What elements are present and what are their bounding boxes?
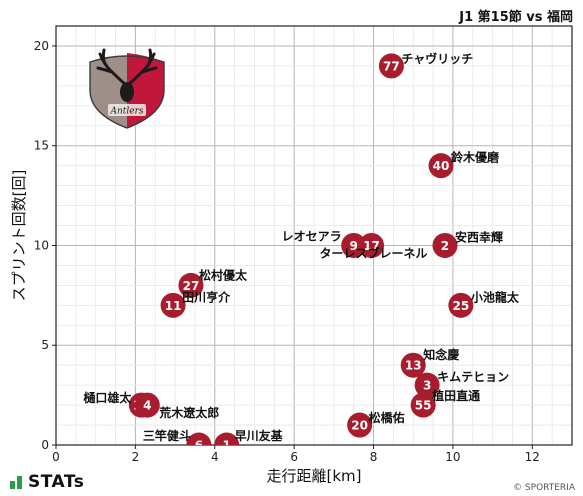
point-name-label: 田川亨介 (182, 289, 231, 304)
x-tick-label: 2 (132, 450, 140, 464)
point-marker (400, 352, 426, 378)
player-point: 20 (347, 412, 373, 438)
point-name-label: 樋口雄太 (83, 390, 132, 405)
point-number: 2 (441, 239, 449, 253)
point-name-label: チャヴリッチ (401, 51, 473, 66)
point-number: 25 (453, 299, 470, 313)
player-point: 40 (428, 153, 454, 179)
point-name-label: キムテヒョン (437, 370, 509, 384)
point-name-label: 小池龍太 (471, 289, 520, 304)
y-tick-label: 0 (41, 438, 49, 452)
point-number: 27 (183, 279, 200, 293)
stats-logo-icon (10, 475, 22, 489)
point-marker (428, 153, 454, 179)
point-number: 1 (222, 439, 230, 453)
point-number: 40 (433, 159, 450, 173)
point-number: 11 (165, 299, 182, 313)
point-marker (410, 392, 436, 418)
point-name-label: 松村優太 (199, 267, 248, 282)
kashima-antlers-crest-icon: Antlers (89, 48, 165, 129)
player-point: 2 (432, 232, 458, 258)
point-marker (134, 392, 160, 418)
player-point: 9 (341, 232, 367, 258)
point-marker (378, 53, 404, 79)
point-name-label: 早川友基 (235, 428, 284, 443)
player-point: 3 (414, 372, 440, 398)
y-tick-label: 10 (34, 238, 49, 252)
point-marker (186, 432, 212, 445)
point-name-label: レオセアラ (282, 229, 342, 243)
point-name-label: 荒木遼太郎 (158, 405, 219, 420)
point-name-label: 三竿健斗 (143, 428, 191, 443)
player-point: 11 (160, 292, 186, 318)
point-number: 55 (415, 399, 432, 413)
point-number: 13 (405, 359, 422, 373)
point-number: 6 (195, 439, 203, 453)
player-point: 6 (186, 432, 212, 453)
player-point: 25 (448, 292, 474, 318)
point-name-label: 知念慶 (422, 347, 459, 362)
club-logo: Antlers (89, 48, 165, 129)
point-marker (160, 292, 186, 318)
point-marker (347, 412, 373, 438)
point-marker (448, 292, 474, 318)
brand-text: STATs (28, 472, 85, 492)
player-point: 55 (410, 392, 436, 418)
point-marker (341, 232, 367, 258)
point-number: 77 (383, 59, 400, 73)
plot-frame (55, 25, 573, 446)
point-number: 20 (351, 419, 368, 433)
x-tick-label: 12 (525, 450, 540, 464)
point-marker (432, 232, 458, 258)
point-name-label: 安西幸輝 (455, 229, 503, 244)
point-marker (178, 272, 204, 298)
axis-labels: 走行距離[km] スプリント回数[回] (10, 170, 362, 485)
player-point: 13 (400, 352, 426, 378)
point-name-label: 鈴木優磨 (451, 150, 499, 165)
x-tick-label: 4 (211, 450, 219, 464)
x-tick-label: 0 (52, 450, 60, 464)
player-point: 17 (359, 232, 385, 258)
page-title: J1 第15節 vs 福岡 (459, 10, 573, 25)
x-tick-label: 10 (445, 450, 460, 464)
player-point: 27 (178, 272, 204, 298)
point-marker (359, 232, 385, 258)
point-name-label: 松橋佑 (369, 410, 405, 425)
x-tick-label: 6 (290, 450, 298, 464)
data-points: 77409172271125133551442061チャヴリッチ鈴木優磨レオセア… (83, 51, 520, 453)
point-name-label: ターレスブレーネル (320, 245, 428, 260)
player-point: 77 (378, 53, 404, 79)
y-axis-label: スプリント回数[回] (10, 170, 28, 302)
logo-text: Antlers (109, 107, 143, 117)
point-number: 9 (350, 239, 358, 253)
point-number: 17 (363, 239, 380, 253)
point-marker (214, 432, 240, 445)
y-tick-label: 20 (34, 39, 49, 53)
player-point: 4 (134, 392, 160, 418)
x-tick-label: 8 (370, 450, 378, 464)
point-name-label: 植田直通 (431, 388, 480, 403)
point-marker (414, 372, 440, 398)
copyright: © SPORTERIA (513, 483, 575, 493)
y-tick-label: 15 (34, 139, 49, 153)
point-number: 3 (423, 379, 431, 393)
y-tick-label: 5 (41, 338, 49, 352)
point-number: 4 (143, 399, 151, 413)
brand-footer: STATs (10, 472, 84, 492)
x-axis-label: 走行距離[km] (266, 467, 361, 485)
player-point: 1 (214, 432, 240, 453)
